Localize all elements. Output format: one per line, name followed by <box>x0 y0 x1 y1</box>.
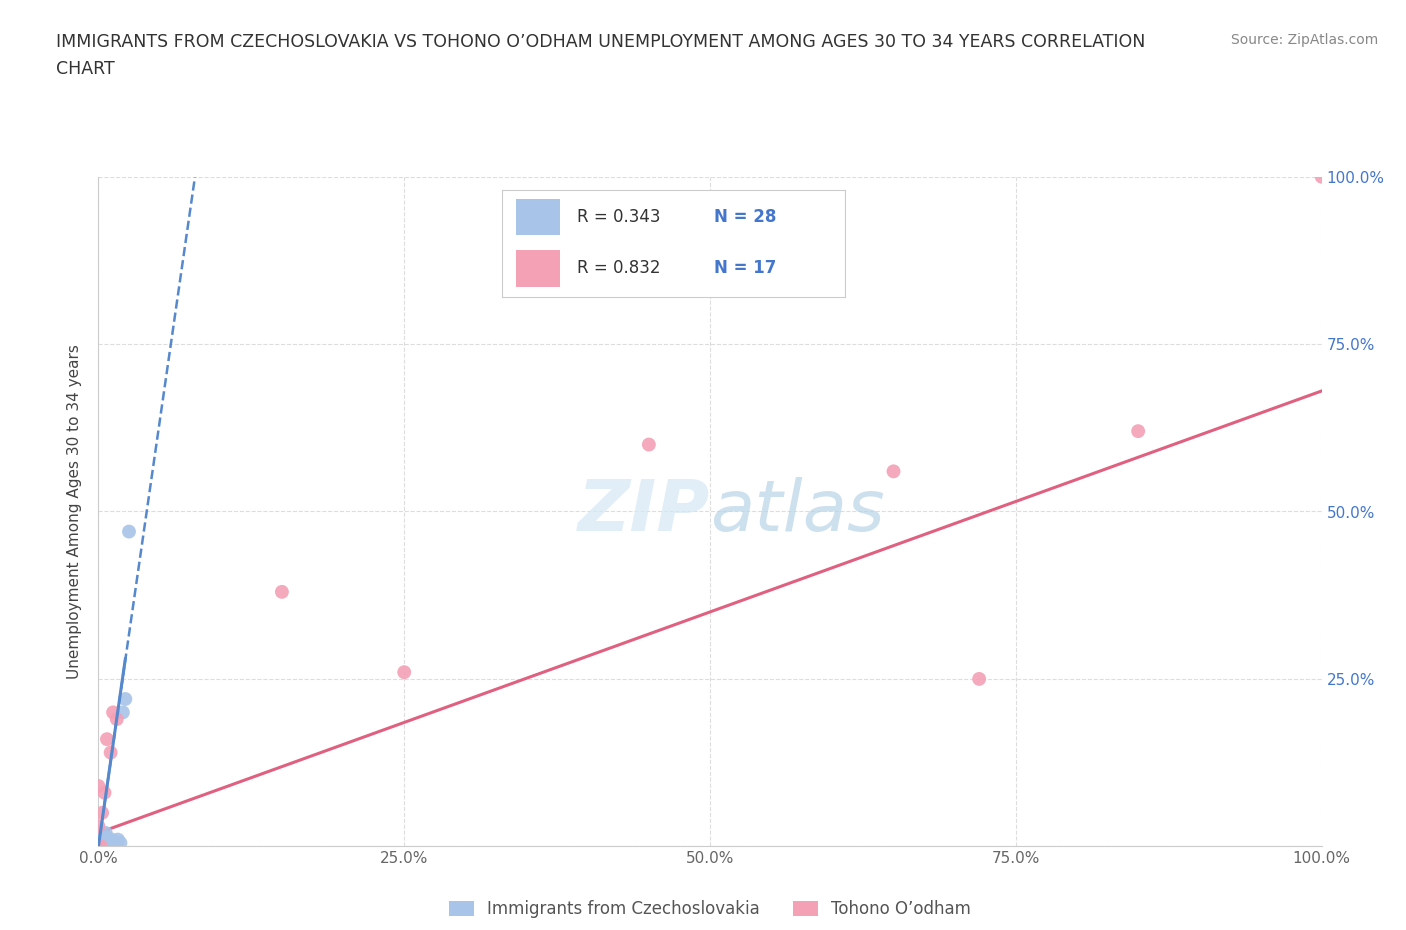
Point <box>91 805 114 820</box>
Text: IMMIGRANTS FROM CZECHOSLOVAKIA VS TOHONO O’ODHAM UNEMPLOYMENT AMONG AGES 30 TO 3: IMMIGRANTS FROM CZECHOSLOVAKIA VS TOHONO… <box>56 33 1146 50</box>
Point <box>111 705 134 720</box>
Point <box>638 437 661 452</box>
Text: CHART: CHART <box>56 60 115 78</box>
Point <box>94 826 117 841</box>
Point <box>101 705 124 720</box>
Point <box>90 839 112 854</box>
Text: atlas: atlas <box>710 477 884 546</box>
Point <box>392 665 416 680</box>
Legend: Immigrants from Czechoslovakia, Tohono O’odham: Immigrants from Czechoslovakia, Tohono O… <box>441 894 979 925</box>
Point <box>1310 169 1333 184</box>
Point <box>87 778 110 793</box>
Point <box>90 839 112 854</box>
Point <box>103 839 125 854</box>
Point <box>93 785 115 800</box>
Point <box>87 839 110 854</box>
Point <box>100 745 122 760</box>
Y-axis label: Unemployment Among Ages 30 to 34 years: Unemployment Among Ages 30 to 34 years <box>67 344 83 679</box>
Point <box>967 671 990 686</box>
Point <box>91 839 114 854</box>
Text: Source: ZipAtlas.com: Source: ZipAtlas.com <box>1230 33 1378 46</box>
Point <box>105 711 128 726</box>
Point <box>87 839 110 854</box>
Point <box>93 829 115 844</box>
Point <box>105 835 128 850</box>
Point <box>94 835 117 850</box>
Point <box>90 835 112 850</box>
Point <box>107 832 129 847</box>
Point <box>118 525 141 539</box>
Point <box>87 818 110 833</box>
Point <box>93 839 115 854</box>
Point <box>114 692 136 707</box>
Point <box>97 832 120 847</box>
Point <box>87 835 110 850</box>
Point <box>87 832 110 847</box>
Point <box>270 584 294 599</box>
Point <box>96 732 118 747</box>
Point <box>87 826 110 841</box>
Point <box>100 835 122 850</box>
Point <box>91 839 114 854</box>
Text: ZIP: ZIP <box>578 477 710 546</box>
Point <box>91 835 114 850</box>
Point <box>97 839 120 854</box>
Point <box>101 835 124 850</box>
Point <box>91 832 114 847</box>
Point <box>1128 424 1150 439</box>
Point <box>96 835 118 850</box>
Point <box>883 464 905 479</box>
Point <box>110 835 132 850</box>
Point <box>98 835 121 850</box>
Point <box>101 832 124 847</box>
